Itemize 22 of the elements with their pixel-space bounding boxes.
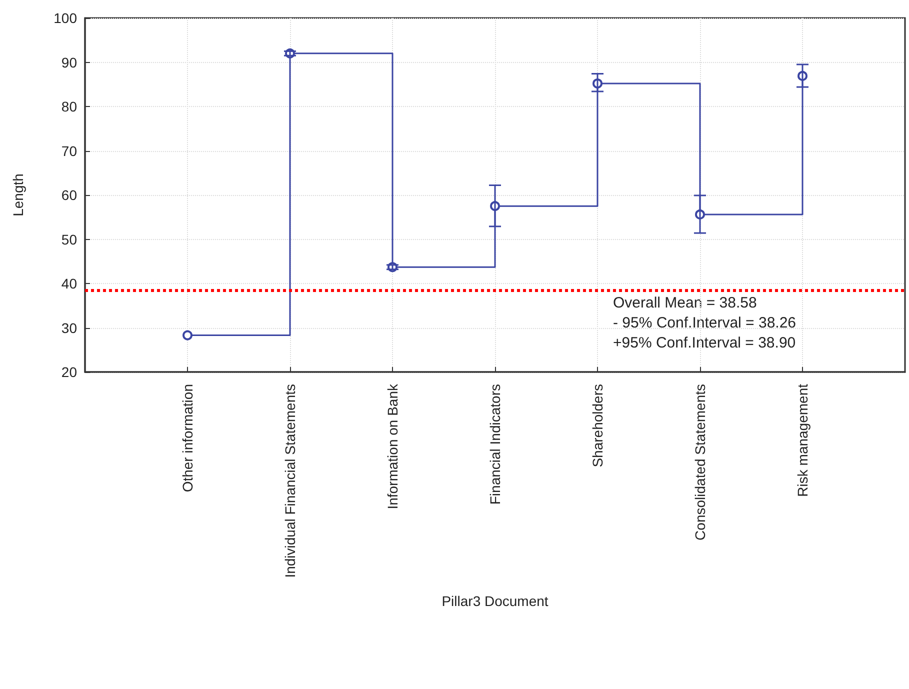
y-axis-title: Length (10, 174, 26, 216)
annotation: +95% Conf.Interval = 38.90 (613, 334, 796, 352)
point (182, 330, 192, 340)
x-tick-label: Financial Indicators (487, 384, 503, 505)
y-tick-label: 100 (54, 10, 78, 26)
y-tick-label: 80 (61, 98, 78, 114)
x-tick-label: Other information (180, 384, 196, 492)
y-tick-label: 30 (61, 320, 78, 336)
y-tick-label: 40 (61, 276, 78, 292)
y-tick-label: 20 (61, 364, 78, 380)
y-tick-label: 50 (61, 231, 78, 248)
x-tick-label: Consolidated Statements (692, 384, 708, 540)
x-tick-label: Shareholders (590, 384, 606, 468)
y-tick-label: 70 (61, 142, 78, 159)
x-tick-label: Risk management (794, 384, 810, 497)
annotation: - 95% Conf.Interval = 38.26 (613, 314, 796, 332)
x-tick-label: Information on Bank (384, 383, 400, 510)
y-tick-label: 60 (61, 187, 78, 203)
annotation: Overall Mean = 38.58 (613, 294, 757, 312)
x-axis-title: Pillar3 Document (442, 593, 548, 609)
y-tick-label: 90 (61, 54, 78, 70)
x-tick-label: Individual Financial Statements (282, 384, 298, 578)
